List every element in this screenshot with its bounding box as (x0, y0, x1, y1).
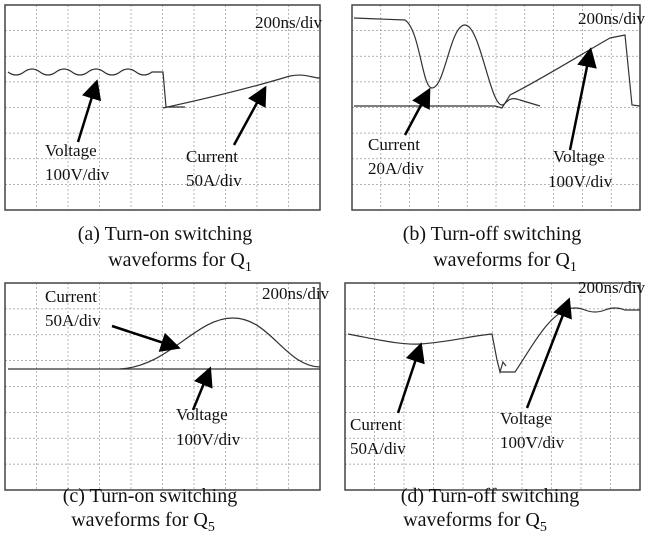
label: Voltage (500, 409, 552, 428)
current-trace (163, 75, 320, 108)
current-trace (354, 18, 540, 106)
timebase: 200ns/div (578, 9, 645, 28)
label: Voltage (176, 405, 228, 424)
label: Current (45, 287, 97, 306)
arrow (234, 90, 264, 145)
label: 20A/div (368, 159, 424, 178)
label: Current (368, 135, 420, 154)
label: Voltage (553, 147, 605, 166)
current-trace (348, 334, 506, 372)
caption: waveforms for Q (71, 509, 208, 531)
timebase: 200ns/div (255, 13, 323, 32)
subscript: 5 (540, 520, 547, 534)
caption: waveforms for Q1 (108, 249, 252, 275)
label: Current (186, 147, 238, 166)
figure: 200ns/div Voltage 100V/div Current 50A/d… (0, 0, 645, 534)
page: 200ns/div Voltage 100V/div Current 50A/d… (0, 0, 645, 534)
label: 100V/div (548, 172, 613, 191)
caption: waveforms for Q (403, 509, 540, 531)
caption: waveforms for Q (433, 249, 570, 271)
label: Current (350, 415, 402, 434)
voltage-trace (354, 35, 640, 108)
caption: waveforms for Q1 (433, 249, 577, 275)
arrow (398, 347, 420, 413)
voltage-trace (8, 69, 185, 107)
caption: (c) Turn-on switching (63, 485, 237, 507)
caption: (b) Turn-off switching (403, 223, 582, 245)
label: 50A/div (45, 311, 101, 330)
label: Voltage (45, 141, 97, 160)
arrow (570, 52, 590, 150)
caption: waveforms for Q (108, 249, 245, 271)
caption: (a) Turn-on switching (78, 223, 252, 245)
caption: waveforms for Q5 (403, 509, 547, 534)
timebase: 200ns/div (578, 278, 645, 297)
subscript: 1 (245, 260, 252, 275)
label: 100V/div (176, 430, 241, 449)
label: 100V/div (45, 165, 110, 184)
subscript: 1 (570, 260, 577, 275)
timebase: 200ns/div (262, 284, 330, 303)
label: 100V/div (500, 433, 565, 452)
caption: (d) Turn-off switching (401, 485, 580, 507)
arrow (527, 302, 568, 408)
label: 50A/div (350, 439, 406, 458)
label: 50A/div (186, 171, 242, 190)
arrow (112, 326, 176, 347)
voltage-trace (500, 308, 640, 372)
subscript: 5 (208, 520, 215, 534)
arrow (405, 92, 428, 135)
caption: waveforms for Q5 (71, 509, 215, 534)
current-trace (120, 318, 320, 369)
